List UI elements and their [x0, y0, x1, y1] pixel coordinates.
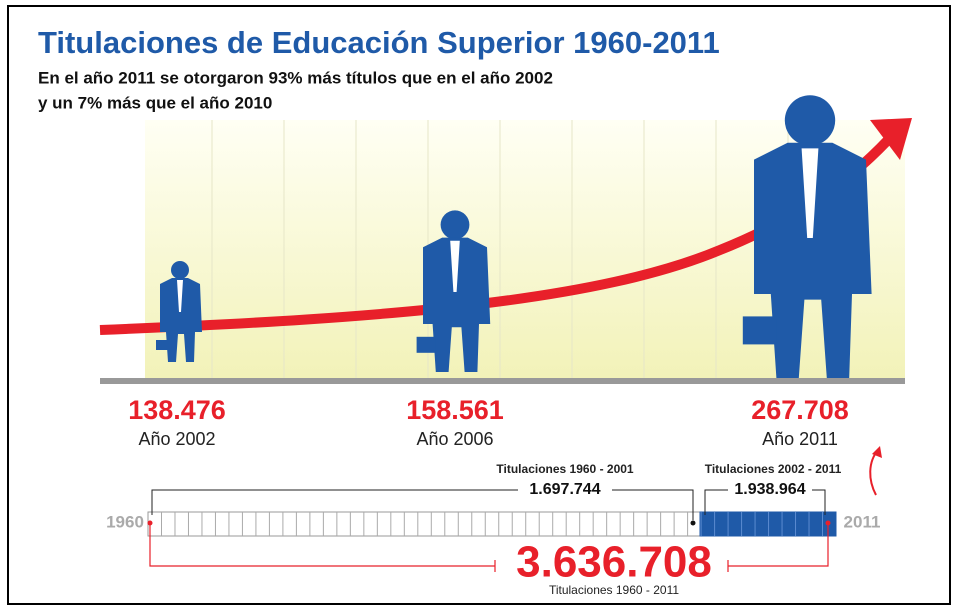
- milestone-value: 138.476: [128, 395, 226, 425]
- infographic: Titulaciones de Educación Superior 1960-…: [0, 0, 957, 608]
- small-arrow: [870, 450, 878, 495]
- dot: [826, 521, 831, 526]
- total-value: 3.636.708: [516, 538, 712, 587]
- timeline-end: 2011: [844, 512, 881, 531]
- subtitle: y un 7% más que el año 2010: [38, 93, 272, 112]
- milestone-label: Año 2006: [416, 429, 493, 449]
- milestone-value: 267.708: [751, 395, 849, 425]
- period-label: Titulaciones 2002 - 2011: [705, 462, 842, 476]
- baseline: [100, 378, 905, 384]
- milestone-value: 158.561: [406, 395, 504, 425]
- milestone-label: Año 2011: [762, 429, 838, 449]
- dot: [148, 521, 153, 526]
- total-label: Titulaciones 1960 - 2011: [549, 583, 679, 597]
- timeline-past: [148, 512, 700, 536]
- title: Titulaciones de Educación Superior 1960-…: [38, 25, 720, 60]
- period-value: 1.697.744: [529, 481, 600, 498]
- period-label: Titulaciones 1960 - 2001: [496, 462, 634, 476]
- timeline-start: 1960: [106, 512, 144, 531]
- milestone-label: Año 2002: [138, 429, 215, 449]
- timeline-recent: [700, 512, 836, 536]
- period-value: 1.938.964: [734, 481, 805, 498]
- dot: [691, 521, 696, 526]
- subtitle: En el año 2011 se otorgaron 93% más títu…: [38, 68, 553, 87]
